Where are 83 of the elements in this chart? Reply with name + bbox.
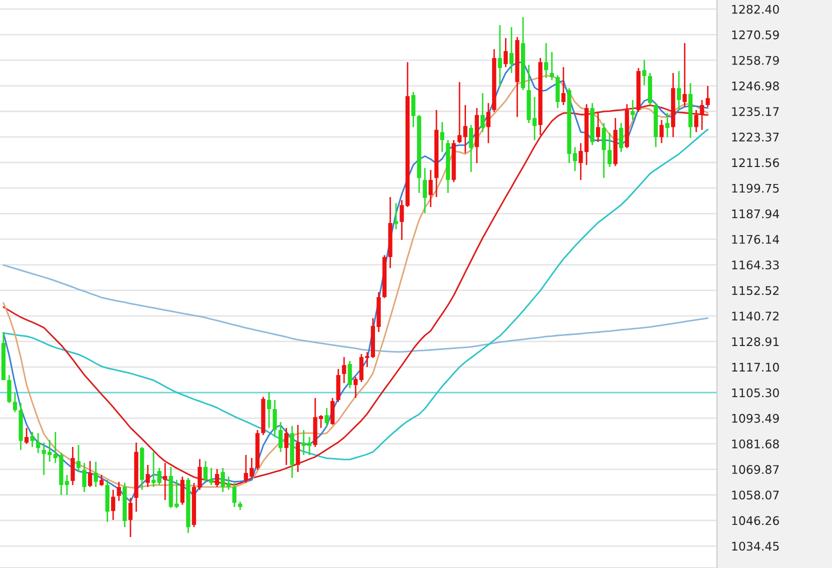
- candlestick: [146, 464, 150, 488]
- candlestick: [394, 202, 398, 230]
- y-tick-label: 1058.07: [732, 490, 779, 500]
- candlestick: [480, 92, 485, 133]
- y-tick-label: 1093.49: [732, 414, 779, 423]
- candlestick: [232, 482, 236, 508]
- y-tick-label: 1258.79: [732, 56, 779, 65]
- candlestick: [544, 42, 548, 79]
- candlestick: [111, 489, 116, 521]
- y-tick-label: 1140.72: [732, 312, 779, 321]
- candlestick: [266, 391, 272, 429]
- candlestick: [36, 432, 40, 454]
- y-tick-label: 1223.37: [732, 132, 779, 142]
- y-tick-label: 1081.68: [732, 439, 779, 448]
- candlestick: [619, 122, 624, 153]
- line-series: [2, 264, 709, 353]
- y-tick-label: 1105.30: [732, 388, 779, 398]
- candlestick: [342, 356, 346, 384]
- candlestick: [284, 427, 288, 466]
- candlestick: [468, 124, 474, 173]
- candlestick: [116, 481, 121, 502]
- candlestick: [76, 444, 81, 473]
- y-tick-label: 1034.45: [732, 542, 779, 551]
- candlestick: [486, 102, 490, 144]
- candlestick: [700, 99, 704, 131]
- candlestick: [428, 169, 433, 208]
- candlestick: [82, 462, 86, 493]
- candlestick: [163, 462, 168, 501]
- candlestick: [665, 112, 670, 138]
- y-tick-label: 1164.33: [732, 260, 779, 270]
- candlestick: [498, 24, 502, 88]
- y-tick-label: 1128.91: [732, 337, 779, 346]
- y-tick-label: 1282.40: [732, 4, 779, 14]
- y-tick-label: 1176.14: [732, 234, 780, 244]
- candlestick: [307, 436, 312, 456]
- candlestick: [70, 446, 75, 486]
- candlestick: [706, 85, 710, 108]
- y-tick-label: 1211.56: [732, 158, 779, 168]
- candlestick: [608, 132, 612, 168]
- candlestick: [302, 429, 306, 456]
- y-tick-label: 1235.17: [732, 107, 779, 116]
- candlestick: [94, 460, 98, 488]
- y-tick-label: 1046.26: [732, 516, 779, 526]
- y-tick-label: 1187.94: [732, 209, 780, 218]
- candlestick: [682, 42, 687, 108]
- candlestick: [30, 431, 34, 448]
- candlestick: [561, 66, 566, 106]
- candlestick: [596, 111, 600, 143]
- candlestick: [214, 468, 220, 488]
- candlestick: [7, 374, 12, 404]
- candlestick: [354, 376, 358, 399]
- y-tick-label: 1069.87: [732, 465, 779, 474]
- candlestick: [330, 397, 335, 426]
- candlestick: [24, 427, 29, 445]
- y-tick-label: 1199.75: [732, 184, 779, 193]
- candlestick: [422, 167, 427, 214]
- candlestick: [180, 476, 185, 506]
- candlestick: [12, 392, 18, 413]
- candlestick: [151, 451, 156, 488]
- y-tick-label: 1152.52: [732, 286, 779, 295]
- candlestick: [348, 360, 352, 389]
- candlestick: [128, 497, 133, 538]
- candlestick: [642, 59, 646, 86]
- candlestick: [676, 70, 681, 111]
- candlestick: [504, 37, 508, 68]
- candlestick: [550, 51, 554, 81]
- candlestick: [100, 474, 104, 487]
- candlestick: [296, 424, 300, 473]
- candlestick: [630, 99, 635, 121]
- candlestick: [694, 109, 698, 133]
- candlestick: [272, 399, 277, 438]
- candlestick: [324, 407, 329, 428]
- candlestick: [411, 91, 416, 128]
- candlestick: [440, 121, 444, 153]
- y-tick-label: 1270.59: [732, 30, 779, 40]
- candlestick: [660, 119, 664, 144]
- y-tick-label: 1246.98: [732, 82, 779, 90]
- candlestick: [157, 467, 162, 486]
- candlestick: [88, 460, 92, 488]
- candlestick: [278, 421, 283, 453]
- y-tick-label: 1117.10: [732, 362, 779, 372]
- candlestick: [602, 122, 606, 179]
- candlestick: [509, 26, 514, 74]
